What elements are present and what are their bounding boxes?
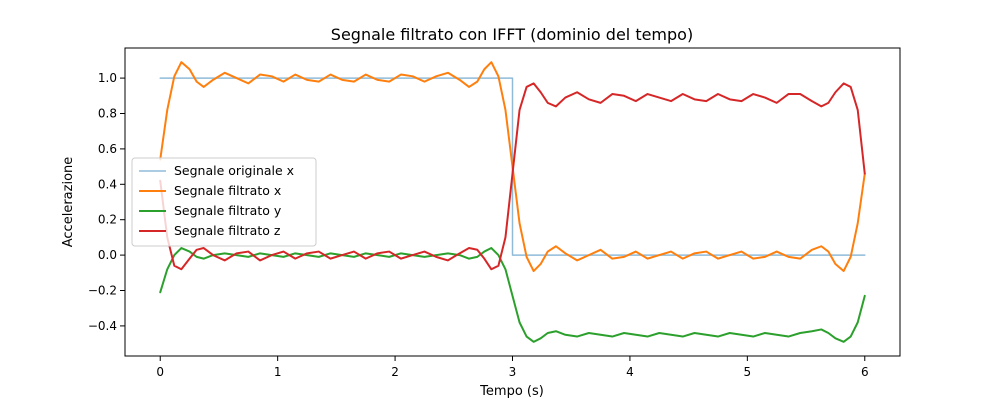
- chart-title: Segnale filtrato con IFFT (dominio del t…: [331, 25, 693, 44]
- x-tick-label: 5: [744, 365, 752, 379]
- x-tick-label: 3: [509, 365, 517, 379]
- series-line-3: [159, 247, 866, 343]
- x-tick-label: 6: [861, 365, 869, 379]
- y-tick-label: 0.6: [98, 142, 117, 156]
- y-tick-label: 0.4: [98, 177, 117, 191]
- y-axis-label: Accelerazione: [61, 157, 76, 248]
- x-axis-label: Tempo (s): [479, 384, 544, 399]
- x-tick-label: 2: [391, 365, 399, 379]
- x-tick-label: 4: [626, 365, 634, 379]
- series-layer: [159, 61, 866, 343]
- series-line-4: [159, 82, 866, 271]
- x-tick-label: 1: [274, 365, 282, 379]
- legend-label-4: Segnale filtrato z: [174, 223, 281, 238]
- x-tick-label: 0: [156, 365, 164, 379]
- y-axis-ticks: −0.4 −0.2 0.0 0.2 0.4 0.6 0.8 1.0: [88, 71, 125, 333]
- y-tick-label: −0.4: [88, 319, 117, 333]
- legend-label-2: Segnale filtrato x: [174, 183, 281, 198]
- legend-box: [131, 157, 317, 247]
- legend: Segnale originale x Segnale filtrato x Seg…: [131, 157, 317, 247]
- y-tick-label: 0.0: [98, 248, 117, 262]
- legend-label-1: Segnale originale x: [174, 163, 294, 178]
- y-tick-label: 0.8: [98, 106, 117, 120]
- legend-label-3: Segnale filtrato y: [174, 203, 282, 218]
- y-tick-label: −0.2: [88, 284, 117, 298]
- x-axis-ticks: 0 1 2 3 4 5 6: [156, 356, 869, 379]
- y-tick-label: 0.2: [98, 213, 117, 227]
- y-tick-label: 1.0: [98, 71, 117, 85]
